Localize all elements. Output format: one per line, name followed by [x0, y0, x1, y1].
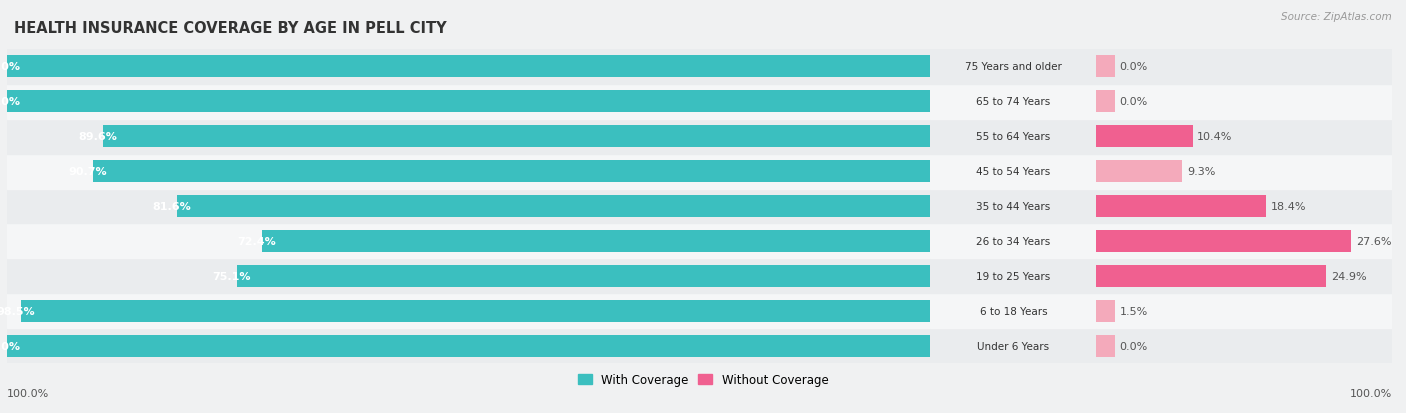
Text: 1.5%: 1.5%: [1119, 306, 1147, 316]
Bar: [1097, 300, 1115, 322]
Bar: [931, 50, 1097, 84]
Text: 35 to 44 Years: 35 to 44 Years: [976, 202, 1050, 211]
Bar: [1097, 56, 1115, 78]
Text: 9.3%: 9.3%: [1187, 166, 1215, 177]
Bar: [931, 84, 1097, 119]
Bar: [1097, 91, 1115, 113]
Text: 0.0%: 0.0%: [1119, 341, 1147, 351]
Bar: [7, 154, 931, 189]
Bar: [1097, 84, 1392, 119]
Bar: [93, 161, 931, 183]
Bar: [1097, 154, 1392, 189]
Bar: [7, 329, 931, 363]
Bar: [1097, 329, 1392, 363]
Text: 75.1%: 75.1%: [212, 271, 250, 281]
Bar: [21, 300, 931, 322]
Bar: [7, 189, 931, 224]
Bar: [7, 224, 931, 259]
Bar: [1097, 224, 1392, 259]
Text: 90.7%: 90.7%: [67, 166, 107, 177]
Text: 100.0%: 100.0%: [1350, 388, 1392, 398]
Bar: [1097, 196, 1267, 217]
Bar: [1097, 259, 1392, 294]
Bar: [1097, 126, 1192, 147]
Text: Source: ZipAtlas.com: Source: ZipAtlas.com: [1281, 12, 1392, 22]
Text: 6 to 18 Years: 6 to 18 Years: [980, 306, 1047, 316]
Text: 100.0%: 100.0%: [0, 341, 21, 351]
Bar: [1097, 294, 1392, 329]
Bar: [7, 119, 931, 154]
Text: 100.0%: 100.0%: [0, 62, 21, 72]
Text: 65 to 74 Years: 65 to 74 Years: [976, 97, 1050, 107]
Bar: [931, 259, 1097, 294]
Text: 98.5%: 98.5%: [0, 306, 35, 316]
Bar: [103, 126, 931, 147]
Bar: [1097, 230, 1351, 252]
Bar: [7, 84, 931, 119]
Text: 10.4%: 10.4%: [1197, 132, 1233, 142]
Bar: [1097, 161, 1182, 183]
Text: 100.0%: 100.0%: [7, 388, 49, 398]
Text: 45 to 54 Years: 45 to 54 Years: [976, 166, 1050, 177]
Text: 24.9%: 24.9%: [1331, 271, 1367, 281]
Bar: [7, 335, 931, 357]
Bar: [7, 259, 931, 294]
Text: 27.6%: 27.6%: [1355, 236, 1392, 247]
Legend: With Coverage, Without Coverage: With Coverage, Without Coverage: [572, 368, 834, 391]
Bar: [262, 230, 931, 252]
Text: 26 to 34 Years: 26 to 34 Years: [976, 236, 1050, 247]
Bar: [7, 294, 931, 329]
Text: Under 6 Years: Under 6 Years: [977, 341, 1049, 351]
Bar: [1097, 50, 1392, 84]
Text: 75 Years and older: 75 Years and older: [965, 62, 1062, 72]
Bar: [931, 119, 1097, 154]
Bar: [7, 91, 931, 113]
Text: 72.4%: 72.4%: [238, 236, 276, 247]
Text: 89.6%: 89.6%: [77, 132, 117, 142]
Bar: [238, 266, 931, 287]
Bar: [7, 50, 931, 84]
Text: 0.0%: 0.0%: [1119, 62, 1147, 72]
Text: 100.0%: 100.0%: [0, 97, 21, 107]
Text: HEALTH INSURANCE COVERAGE BY AGE IN PELL CITY: HEALTH INSURANCE COVERAGE BY AGE IN PELL…: [14, 21, 447, 36]
Text: 18.4%: 18.4%: [1271, 202, 1306, 211]
Text: 19 to 25 Years: 19 to 25 Years: [976, 271, 1050, 281]
Bar: [7, 56, 931, 78]
Bar: [931, 224, 1097, 259]
Bar: [931, 154, 1097, 189]
Bar: [177, 196, 931, 217]
Bar: [931, 294, 1097, 329]
Text: 81.6%: 81.6%: [152, 202, 191, 211]
Bar: [1097, 189, 1392, 224]
Text: 55 to 64 Years: 55 to 64 Years: [976, 132, 1050, 142]
Bar: [931, 329, 1097, 363]
Bar: [1097, 119, 1392, 154]
Text: 0.0%: 0.0%: [1119, 97, 1147, 107]
Bar: [1097, 266, 1326, 287]
Bar: [931, 189, 1097, 224]
Bar: [1097, 335, 1115, 357]
